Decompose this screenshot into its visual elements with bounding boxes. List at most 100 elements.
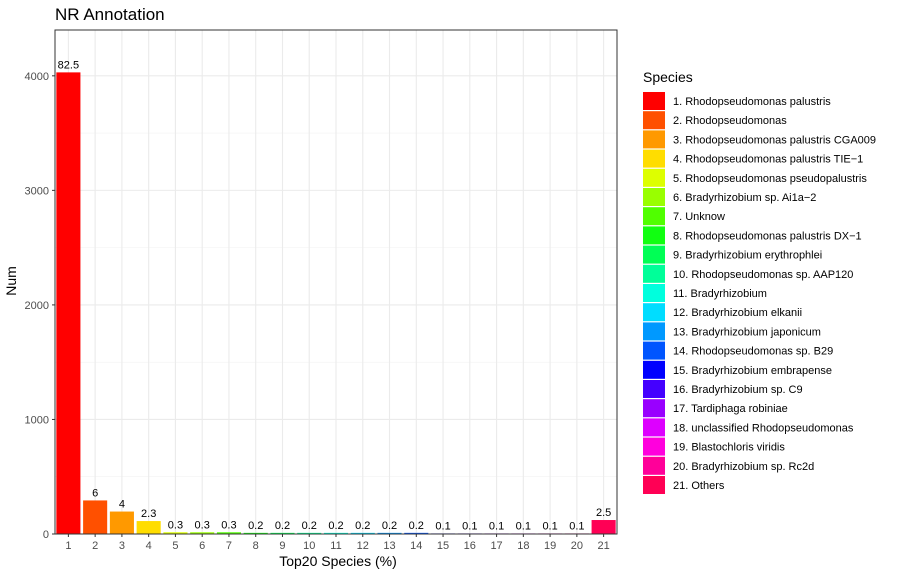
legend-swatch-4 [643, 149, 665, 168]
bar-label-15: 0.1 [435, 520, 450, 532]
x-tick-label: 1 [65, 540, 71, 552]
legend-swatch-7 [643, 207, 665, 226]
legend-swatch-9 [643, 245, 665, 264]
legend-swatch-16 [643, 380, 665, 398]
x-axis: 1 2 3 4 5 6 7 8 9 10 11 12 13 14 15 16 17 18 19 20 21 [65, 534, 610, 552]
y-tick-label: 3000 [25, 185, 49, 197]
bar-label-1: 82.5 [58, 59, 79, 71]
legend-swatch-12 [643, 303, 665, 322]
x-tick-label: 7 [226, 540, 232, 552]
bar-label-3: 4 [119, 499, 125, 511]
x-tick-label: 19 [544, 540, 556, 552]
legend-label-6: 6. Bradyrhizobium sp. Ai1a−2 [673, 192, 816, 204]
x-tick-label: 5 [172, 540, 178, 552]
legend-label-1: 1. Rhodopseudomonas palustris [673, 96, 831, 108]
x-tick-label: 6 [199, 540, 205, 552]
legend-label-12: 12. Bradyrhizobium elkanii [673, 307, 802, 319]
bar-13 [377, 532, 402, 534]
x-tick-label: 17 [490, 540, 502, 552]
legend-swatch-19 [643, 437, 665, 456]
plot-border [54, 29, 618, 535]
legend-label-19: 19. Blastochloris viridis [673, 442, 785, 454]
bar-label-4: 2.3 [141, 508, 156, 520]
legend-swatch-15 [643, 360, 665, 379]
y-axis: 0 1000 2000 3000 4000 [25, 71, 55, 541]
x-tick-label: 15 [437, 540, 449, 552]
legend-label-9: 9. Bradyrhizobium erythrophlei [673, 250, 822, 262]
legend-label-14: 14. Rhodopseudomonas sp. B29 [673, 346, 833, 358]
bar-9 [270, 532, 295, 534]
legend-label-21: 21. Others [673, 480, 725, 492]
legend-swatch-6 [643, 188, 665, 206]
x-tick-label: 20 [571, 540, 583, 552]
legend-title: Species [643, 69, 693, 85]
bar-8 [243, 532, 268, 534]
bar-5 [163, 532, 188, 534]
bar-label-12: 0.2 [355, 520, 370, 532]
legend-label-8: 8. Rhodopseudomonas palustris DX−1 [673, 230, 862, 242]
bar-label-19: 0.1 [542, 520, 557, 532]
legend-label-10: 10. Rhodopseudomonas sp. AAP120 [673, 269, 853, 281]
legend-label-20: 20. Bradyrhizobium sp. Rc2d [673, 461, 814, 473]
bar-label-18: 0.1 [516, 520, 531, 532]
x-tick-label: 11 [330, 540, 341, 552]
legend-swatch-14 [643, 341, 665, 360]
bar-6 [190, 532, 215, 534]
bar-label-17: 0.1 [489, 520, 504, 532]
x-tick-label: 16 [464, 540, 476, 552]
x-axis-title: Top20 Species (%) [279, 553, 397, 569]
bars [56, 72, 616, 534]
bar-4 [136, 521, 161, 534]
bar-label-6: 0.3 [195, 519, 210, 531]
y-tick-label: 2000 [25, 300, 49, 312]
bar-label-13: 0.2 [382, 520, 397, 532]
y-tick-label: 0 [43, 529, 49, 541]
y-tick-label: 4000 [25, 71, 49, 83]
bar-labels: 82.5 6 4 2.3 0.3 0.3 0.3 0.2 0.2 0.2 0.2 0.2 0.2 0.2 0… [58, 59, 612, 532]
bar-12 [350, 532, 375, 534]
bar-3 [109, 511, 134, 534]
legend-swatch-20 [643, 456, 665, 475]
legend-swatch-2 [643, 111, 665, 130]
x-tick-label: 18 [517, 540, 529, 552]
legend-swatch-17 [643, 399, 665, 418]
legend-label-7: 7. Unknow [673, 211, 725, 223]
bar-21 [591, 520, 616, 534]
legend-swatch-21 [643, 476, 665, 494]
legend-swatch-10 [643, 264, 665, 283]
legend-swatch-3 [643, 130, 665, 149]
x-tick-label: 12 [357, 540, 369, 552]
legend-label-4: 4. Rhodopseudomonas palustris TIE−1 [673, 154, 863, 166]
bar-14 [404, 532, 429, 534]
x-tick-label: 4 [146, 540, 152, 552]
bar-label-2: 6 [92, 487, 98, 499]
legend-label-13: 13. Bradyrhizobium japonicum [673, 326, 821, 338]
bar-11 [323, 532, 349, 534]
legend-label-5: 5. Rhodopseudomonas pseudopalustris [673, 173, 867, 185]
bar-label-14: 0.2 [409, 520, 424, 532]
bar-10 [297, 532, 322, 534]
bar-label-8: 0.2 [248, 520, 263, 532]
bar-label-20: 0.1 [569, 520, 584, 532]
legend-label-3: 3. Rhodopseudomonas palustris CGA009 [673, 134, 876, 146]
legend-swatch-13 [643, 322, 665, 341]
chart-title: NR Annotation [55, 5, 165, 24]
bar-1 [56, 72, 81, 534]
bar-label-5: 0.3 [168, 519, 183, 531]
x-tick-label: 21 [597, 540, 609, 552]
legend-swatch-11 [643, 284, 665, 302]
legend-label-15: 15. Bradyrhizobium embrapense [673, 365, 832, 377]
x-tick-label: 3 [119, 540, 125, 552]
x-tick-label: 9 [279, 540, 285, 552]
bar-label-11: 0.2 [328, 520, 343, 532]
bar-label-7: 0.3 [221, 519, 236, 531]
y-axis-title: Num [3, 266, 19, 296]
legend-label-2: 2. Rhodopseudomonas [673, 115, 787, 127]
x-tick-label: 13 [383, 540, 395, 552]
legend-label-11: 11. Bradyrhizobium [673, 288, 767, 300]
legend: Species 1. Rhodopseudomonas palustris 2. … [643, 69, 876, 494]
bar-2 [83, 500, 108, 534]
x-tick-label: 2 [92, 540, 98, 552]
bar-label-10: 0.2 [302, 520, 317, 532]
legend-label-18: 18. unclassified Rhodopseudomonas [673, 422, 854, 434]
